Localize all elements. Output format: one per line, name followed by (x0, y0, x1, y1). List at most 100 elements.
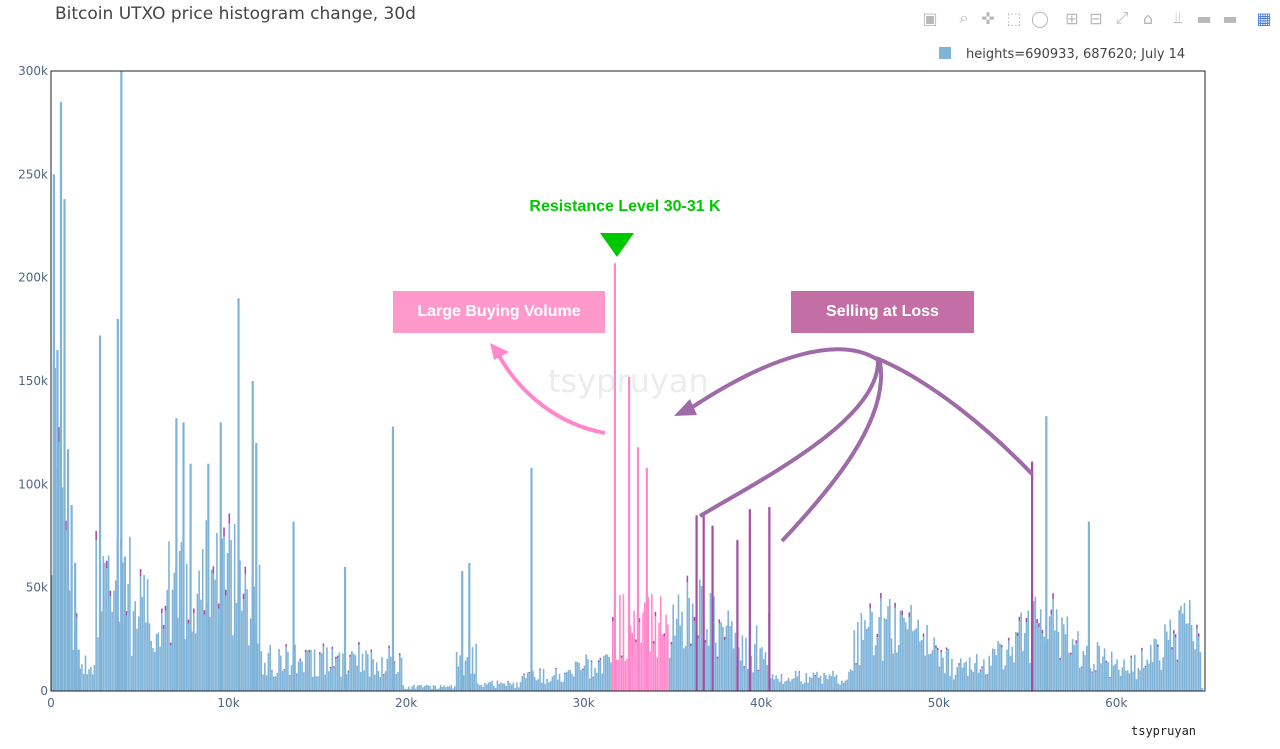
zoom-icon[interactable]: ⌕ (959, 8, 969, 27)
bar (699, 579, 701, 691)
bar-increase (1130, 655, 1133, 658)
bar-spike (768, 507, 771, 691)
x-tick-label: 50k (928, 696, 950, 710)
bar-increase (1197, 633, 1200, 637)
spike-lines-icon[interactable]: ⫫ (1173, 8, 1183, 27)
pan-icon[interactable]: ✜ (981, 8, 995, 28)
bar (210, 569, 213, 691)
bar-increase (869, 603, 872, 609)
bar (1173, 633, 1175, 691)
bar-spike (66, 449, 70, 691)
x-tick-label: 0 (47, 696, 55, 710)
bar (1089, 667, 1092, 691)
bar (402, 685, 405, 691)
plotly-logo-icon[interactable]: ▦ (1256, 8, 1272, 28)
bar (161, 613, 163, 691)
bar (805, 673, 808, 691)
legend-label: heights=690933, 687620; July 14 (966, 47, 1185, 62)
box-select-icon[interactable]: ⬚ (1006, 8, 1022, 28)
bar (734, 632, 737, 691)
bar (528, 673, 531, 691)
bar (1007, 640, 1010, 691)
bar (505, 685, 508, 691)
bar (407, 686, 410, 691)
bar (54, 367, 57, 691)
bar-increase (333, 666, 335, 668)
bar (888, 598, 891, 691)
bar (84, 655, 87, 691)
zoom-in-icon[interactable]: ⊞ (1065, 8, 1079, 28)
bar (857, 621, 859, 691)
bar-increase (388, 645, 390, 649)
bar-increase (125, 611, 128, 616)
bar-increase (1157, 644, 1159, 648)
bar (1165, 631, 1168, 691)
bar (904, 622, 907, 691)
bar-increase (855, 663, 857, 665)
bar (306, 650, 309, 691)
lasso-select-icon[interactable]: ◯ (1031, 8, 1049, 28)
bar (839, 684, 841, 691)
bar (477, 683, 479, 691)
camera-icon[interactable]: ▣ (922, 8, 938, 28)
bar (338, 652, 341, 691)
bar (718, 623, 721, 691)
bar (423, 686, 426, 691)
bar-increase (1070, 652, 1072, 655)
bar (656, 657, 658, 691)
bar (551, 676, 554, 691)
bar (624, 660, 627, 691)
home-icon[interactable]: ⌂ (1142, 8, 1154, 28)
bar (647, 596, 650, 691)
bar (542, 668, 545, 691)
bar (869, 608, 872, 691)
bar (107, 555, 110, 691)
bar (791, 678, 793, 691)
bar-spike (189, 463, 192, 691)
bar-spike (123, 556, 126, 691)
bar (603, 655, 605, 691)
bar (249, 618, 252, 691)
bar (200, 599, 202, 691)
bar-spike (207, 463, 210, 691)
hover-compare-icon[interactable]: ▬ (1222, 8, 1238, 28)
bar (830, 675, 832, 691)
bar-increase (521, 676, 524, 678)
bar (940, 652, 943, 691)
bar (1071, 639, 1074, 691)
bar (1057, 631, 1060, 691)
bar (960, 658, 962, 691)
bar (853, 630, 856, 691)
autoscale-icon[interactable]: ⤢ (1115, 8, 1129, 27)
bar (416, 685, 419, 691)
bar (1078, 667, 1081, 691)
bar (670, 644, 673, 691)
bar (837, 684, 840, 691)
bar-increase (718, 619, 721, 624)
bar (1164, 624, 1166, 691)
bar (209, 616, 211, 691)
hover-closest-icon[interactable]: ▬ (1196, 8, 1212, 28)
bar (755, 625, 758, 691)
bar (894, 607, 896, 691)
bar (352, 653, 355, 691)
zoom-out-icon[interactable]: ⊟ (1089, 8, 1103, 28)
bar (922, 636, 925, 691)
bar (807, 682, 809, 691)
bar-increase (393, 661, 396, 664)
bar (523, 674, 525, 691)
bar (422, 687, 424, 691)
bar (844, 680, 847, 691)
bar (127, 583, 129, 691)
bar (581, 670, 584, 691)
resistance-annotation: Resistance Level 30-31 K (529, 198, 721, 215)
bar (677, 594, 680, 691)
bar (418, 685, 421, 691)
bar (1018, 620, 1021, 691)
bar (819, 675, 822, 691)
bar (93, 664, 96, 691)
bar (177, 617, 179, 691)
bar (537, 679, 540, 691)
bar-increase (620, 655, 623, 658)
bar (420, 684, 422, 691)
